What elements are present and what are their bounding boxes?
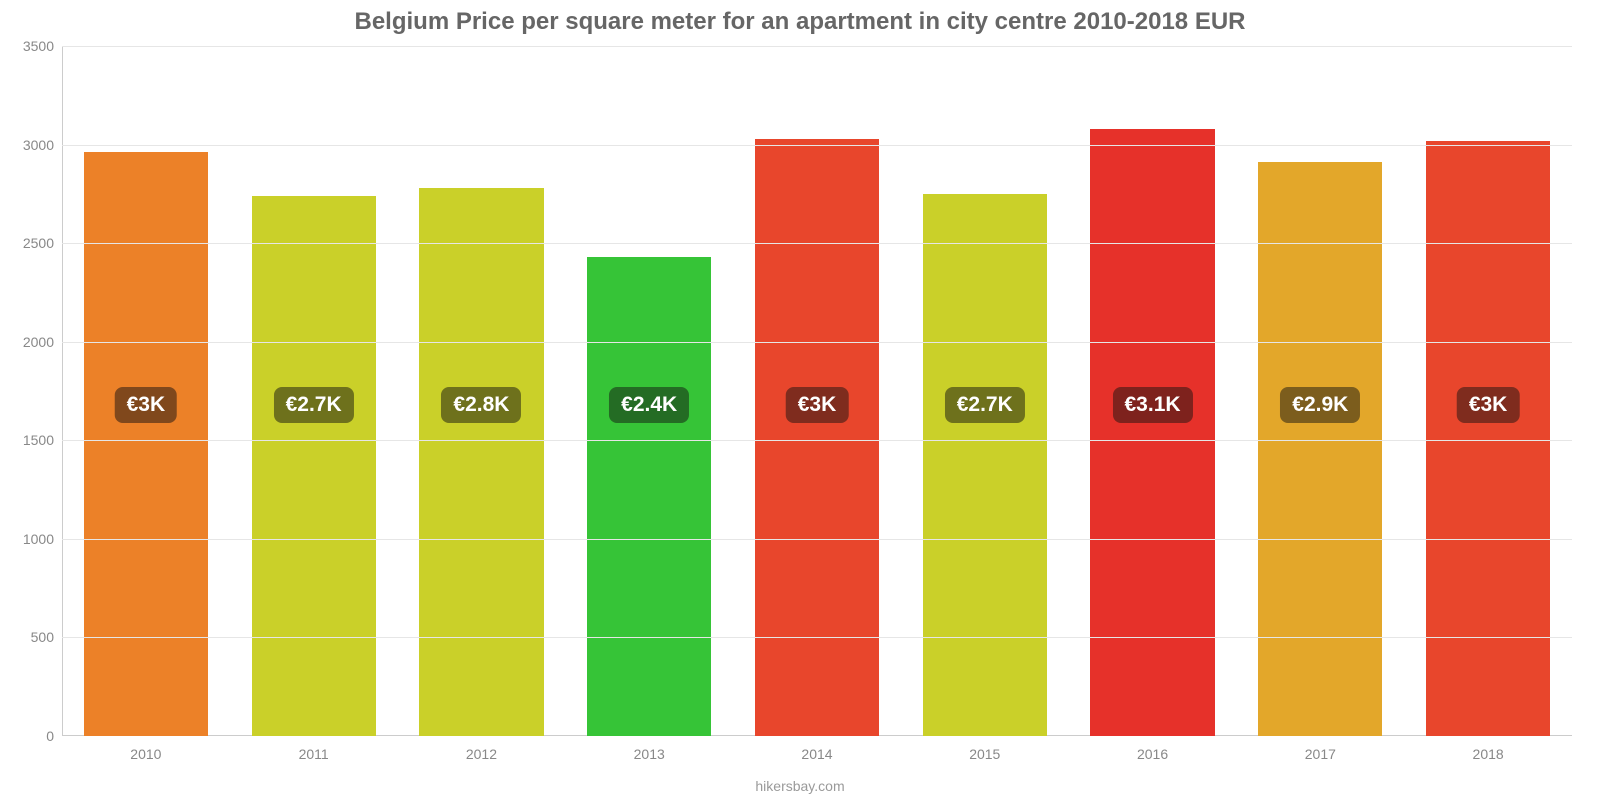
bar: €2.8K <box>419 188 543 736</box>
gridline <box>62 440 1572 441</box>
y-tick-label: 2000 <box>23 334 62 350</box>
gridline <box>62 243 1572 244</box>
x-tick-label: 2011 <box>299 736 329 762</box>
bar-value-badge: €2.7K <box>274 387 354 423</box>
bar-value-badge: €2.4K <box>609 387 689 423</box>
x-tick-label: 2010 <box>130 736 161 762</box>
bar: €2.7K <box>923 194 1047 736</box>
bar-value-badge: €3.1K <box>1113 387 1193 423</box>
x-tick-label: 2013 <box>634 736 665 762</box>
bar: €3.1K <box>1090 129 1214 736</box>
y-tick-label: 3500 <box>23 38 62 54</box>
x-tick-label: 2017 <box>1305 736 1336 762</box>
y-tick-label: 1500 <box>23 432 62 448</box>
x-tick-label: 2014 <box>801 736 832 762</box>
bar: €3K <box>84 152 208 736</box>
x-tick-label: 2018 <box>1473 736 1504 762</box>
bar-value-badge: €3K <box>786 387 849 423</box>
bars-layer: €3K €2.7K €2.8K €2.4K €3K €2.7K €3.1K €2.9K €3K <box>62 46 1572 736</box>
x-tick-label: 2012 <box>466 736 497 762</box>
y-tick-label: 500 <box>31 629 62 645</box>
x-tick-label: 2016 <box>1137 736 1168 762</box>
bar: €2.9K <box>1258 162 1382 736</box>
plot-area: €3K €2.7K €2.8K €2.4K €3K €2.7K €3.1K €2.9K€3K … <box>62 46 1572 736</box>
y-tick-label: 0 <box>46 728 62 744</box>
bar-value-badge: €2.7K <box>945 387 1025 423</box>
gridline <box>62 145 1572 146</box>
chart-title: Belgium Price per square meter for an ap… <box>0 8 1600 36</box>
bar-value-badge: €3K <box>1457 387 1520 423</box>
bar-value-badge: €2.8K <box>441 387 521 423</box>
bar-value-badge: €2.9K <box>1280 387 1360 423</box>
x-tick-label: 2015 <box>969 736 1000 762</box>
bar: €3K <box>1426 141 1550 736</box>
gridline <box>62 637 1572 638</box>
y-tick-label: 1000 <box>23 531 62 547</box>
bar: €2.7K <box>252 196 376 736</box>
y-tick-label: 3000 <box>23 137 62 153</box>
y-tick-label: 2500 <box>23 235 62 251</box>
gridline <box>62 342 1572 343</box>
bar: €2.4K <box>587 257 711 736</box>
gridline <box>62 46 1572 47</box>
chart-caption: hikersbay.com <box>0 778 1600 794</box>
bar: €3K <box>755 139 879 736</box>
gridline <box>62 539 1572 540</box>
bar-value-badge: €3K <box>115 387 178 423</box>
chart-container: Belgium Price per square meter for an ap… <box>0 0 1600 800</box>
